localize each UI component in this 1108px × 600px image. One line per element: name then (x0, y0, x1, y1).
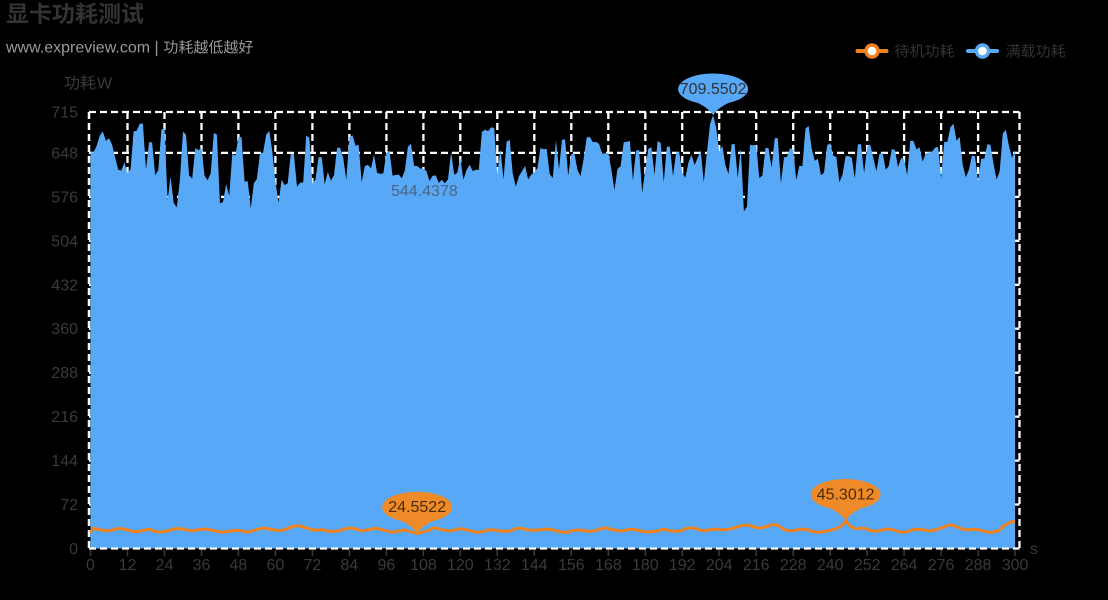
svg-text:0: 0 (69, 541, 78, 558)
svg-text:240: 240 (817, 557, 844, 574)
svg-text:60: 60 (267, 557, 285, 574)
svg-text:132: 132 (484, 557, 511, 574)
svg-text:204: 204 (706, 557, 733, 574)
svg-text:216: 216 (743, 557, 770, 574)
svg-text:576: 576 (51, 189, 78, 206)
svg-text:288: 288 (965, 557, 992, 574)
svg-text:168: 168 (595, 557, 622, 574)
svg-text:45.3012: 45.3012 (817, 487, 875, 504)
svg-text:648: 648 (51, 145, 78, 162)
svg-text:504: 504 (51, 233, 78, 250)
svg-text:W: W (97, 76, 113, 93)
svg-text:432: 432 (51, 277, 78, 294)
svg-text:36: 36 (193, 557, 211, 574)
svg-text:709.5502: 709.5502 (680, 81, 747, 98)
svg-text:144: 144 (521, 557, 548, 574)
svg-text:264: 264 (891, 557, 918, 574)
svg-text:48: 48 (230, 557, 248, 574)
svg-text:12: 12 (119, 557, 137, 574)
svg-text:300: 300 (1002, 557, 1029, 574)
svg-text:72: 72 (60, 497, 78, 514)
svg-text:192: 192 (669, 557, 696, 574)
svg-text:252: 252 (854, 557, 881, 574)
svg-text:96: 96 (378, 557, 396, 574)
svg-text:715: 715 (51, 105, 78, 122)
svg-text:156: 156 (558, 557, 585, 574)
svg-text:72: 72 (304, 557, 322, 574)
svg-text:544.4378: 544.4378 (391, 183, 458, 200)
svg-text:www.expreview.com |: www.expreview.com | (5, 40, 159, 57)
svg-text:360: 360 (51, 321, 78, 338)
svg-text:0: 0 (86, 557, 95, 574)
svg-text:s: s (1030, 541, 1038, 558)
svg-text:24.5522: 24.5522 (388, 499, 446, 516)
svg-text:144: 144 (51, 453, 78, 470)
svg-text:288: 288 (51, 365, 78, 382)
svg-text:108: 108 (410, 557, 437, 574)
svg-text:84: 84 (341, 557, 359, 574)
svg-text:276: 276 (928, 557, 955, 574)
svg-text:120: 120 (447, 557, 474, 574)
svg-text:216: 216 (51, 409, 78, 426)
svg-text:180: 180 (632, 557, 659, 574)
svg-text:228: 228 (780, 557, 807, 574)
svg-text:24: 24 (156, 557, 174, 574)
